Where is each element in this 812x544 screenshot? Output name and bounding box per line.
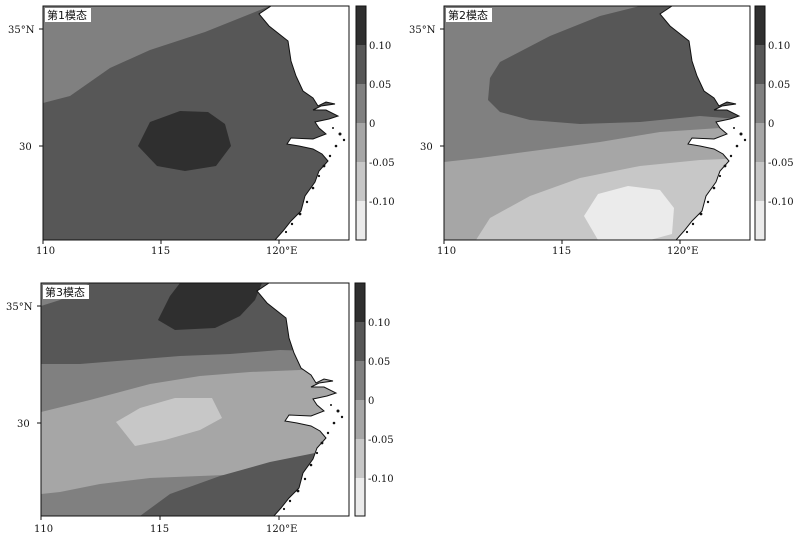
panel-3-cbar-tick-4: -0.05 <box>368 435 394 446</box>
panel-3-cbar-tick-2: 0.05 <box>368 357 390 368</box>
panel-1-colorbar <box>355 5 367 241</box>
panel-2-map <box>444 6 750 240</box>
panel-3-colorbar <box>354 282 366 517</box>
panel-1-xtick-120: 120°E <box>266 246 297 257</box>
panel-2-cbar-tick-1: 0.10 <box>768 41 790 52</box>
panel-2: 第2模态 110 115 120°E 35°N 30 0.10 0.05 0 -… <box>409 5 794 257</box>
panel-3-title: 第3模态 <box>45 285 85 299</box>
panel-2-cbar-tick-3: 0 <box>768 119 774 130</box>
panel-3-cbar-tick-1: 0.10 <box>368 318 390 329</box>
panel-3-frame <box>40 282 350 517</box>
panel-3-ticks <box>37 305 280 520</box>
panel-1-xtick-115: 115 <box>151 246 170 257</box>
panel-1-ytick-35: 35°N <box>8 25 35 36</box>
panel-3-title-box <box>43 285 89 299</box>
panel-1: 第1模态 110 115 120°E 35°N 30 0.10 0.05 0 -… <box>8 5 395 257</box>
panel-2-title-box <box>446 8 492 22</box>
panel-2-ticks <box>440 28 681 244</box>
panel-3-field-northeast-core <box>158 283 262 330</box>
panel-2-title: 第2模态 <box>448 8 488 22</box>
panel-3-cbar-tick-5: -0.10 <box>368 474 394 485</box>
panel-1-frame <box>42 5 350 241</box>
panel-3-xtick-120: 120°E <box>266 524 297 535</box>
panel-1-field-core <box>138 111 231 171</box>
panel-3-ytick-30: 30 <box>17 419 30 430</box>
panel-2-field-south-core <box>584 186 674 240</box>
panel-1-title: 第1模态 <box>47 8 87 22</box>
panel-3-map <box>41 283 349 516</box>
panel-2-xtick-110: 110 <box>437 246 456 257</box>
panel-1-cbar-tick-2: 0.05 <box>369 80 391 91</box>
panel-2-cbar-tick-2: 0.05 <box>768 80 790 91</box>
panel-2-ytick-35: 35°N <box>409 25 436 36</box>
panel-2-ytick-30: 30 <box>420 142 433 153</box>
panel-2-xtick-115: 115 <box>552 246 571 257</box>
panel-1-map <box>43 6 349 240</box>
panel-2-xtick-120: 120°E <box>667 246 698 257</box>
panel-1-xtick-110: 110 <box>36 246 55 257</box>
panel-1-ytick-30: 30 <box>19 142 32 153</box>
panel-2-colorbar <box>754 5 766 241</box>
panel-3-field-center-core <box>116 398 222 446</box>
panel-2-cbar-tick-5: -0.10 <box>768 197 794 208</box>
panel-1-cbar-tick-1: 0.10 <box>369 41 391 52</box>
panel-3-cbar-tick-3: 0 <box>368 396 374 407</box>
panel-2-cbar-tick-4: -0.05 <box>768 158 794 169</box>
panel-3-xtick-110: 110 <box>34 524 53 535</box>
panel-1-cbar-tick-4: -0.05 <box>369 158 395 169</box>
panel-1-title-box <box>45 8 91 22</box>
panel-1-field-northwest <box>43 6 270 103</box>
panel-1-ticks <box>39 28 280 244</box>
panel-1-cbar-tick-5: -0.10 <box>369 197 395 208</box>
panel-2-frame <box>443 5 751 241</box>
panel-3-ytick-35: 35°N <box>6 302 33 313</box>
panel-3-xtick-115: 115 <box>150 524 169 535</box>
panel-1-cbar-tick-3: 0 <box>369 119 375 130</box>
panel-3: 第3模态 110 115 120°E 35°N 30 0.10 0.05 0 -… <box>6 282 394 535</box>
